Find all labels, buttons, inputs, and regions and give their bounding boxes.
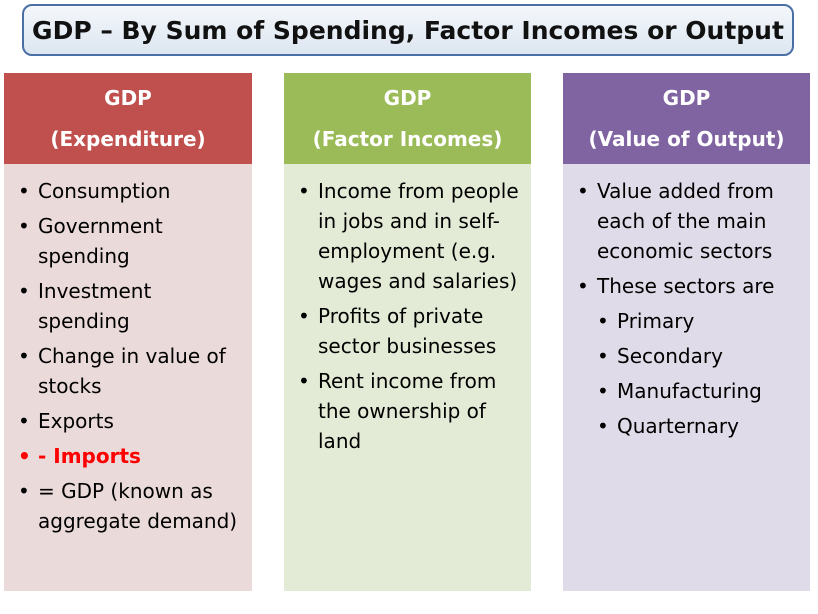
column-heading: GDP: [662, 85, 711, 110]
column-subheading: (Factor Incomes): [312, 126, 503, 151]
list-item: = GDP (known as aggregate demand): [18, 476, 244, 536]
sub-list-item: Primary: [597, 306, 802, 336]
list-item: Profits of private sector businesses: [298, 301, 523, 361]
sub-list-item: Secondary: [597, 341, 802, 371]
column-body: Consumption Government spending Investme…: [4, 164, 252, 591]
sub-list-item: Quarternary: [597, 411, 802, 441]
column-body: Value added from each of the main econom…: [563, 164, 810, 591]
column-header: GDP (Factor Incomes): [284, 73, 531, 164]
expenditure-column: GDP (Expenditure) Consumption Government…: [4, 73, 252, 591]
column-subheading: (Expenditure): [50, 126, 206, 151]
item-list: Consumption Government spending Investme…: [18, 176, 244, 536]
column-body: Income from people in jobs and in self-e…: [284, 164, 531, 591]
factor-incomes-column: GDP (Factor Incomes) Income from people …: [284, 73, 531, 591]
column-header: GDP (Value of Output): [563, 73, 810, 164]
column-heading: GDP: [104, 85, 152, 110]
list-item-imports: - Imports: [18, 441, 244, 471]
item-list: Income from people in jobs and in self-e…: [298, 176, 523, 456]
list-item: Income from people in jobs and in self-e…: [298, 176, 523, 296]
column-heading: GDP: [383, 85, 432, 110]
column-subheading: (Value of Output): [588, 126, 785, 151]
page-title: GDP – By Sum of Spending, Factor Incomes…: [22, 4, 794, 56]
value-of-output-column: GDP (Value of Output) Value added from e…: [563, 73, 810, 591]
list-item: These sectors are: [577, 271, 802, 301]
list-item: Exports: [18, 406, 244, 436]
list-item: Rent income from the ownership of land: [298, 366, 523, 456]
column-header: GDP (Expenditure): [4, 73, 252, 164]
list-item: Change in value of stocks: [18, 341, 244, 401]
list-item: Government spending: [18, 211, 244, 271]
list-item: Value added from each of the main econom…: [577, 176, 802, 266]
list-item: Investment spending: [18, 276, 244, 336]
item-list: Value added from each of the main econom…: [577, 176, 802, 441]
sub-list-item: Manufacturing: [597, 376, 802, 406]
list-item: Consumption: [18, 176, 244, 206]
